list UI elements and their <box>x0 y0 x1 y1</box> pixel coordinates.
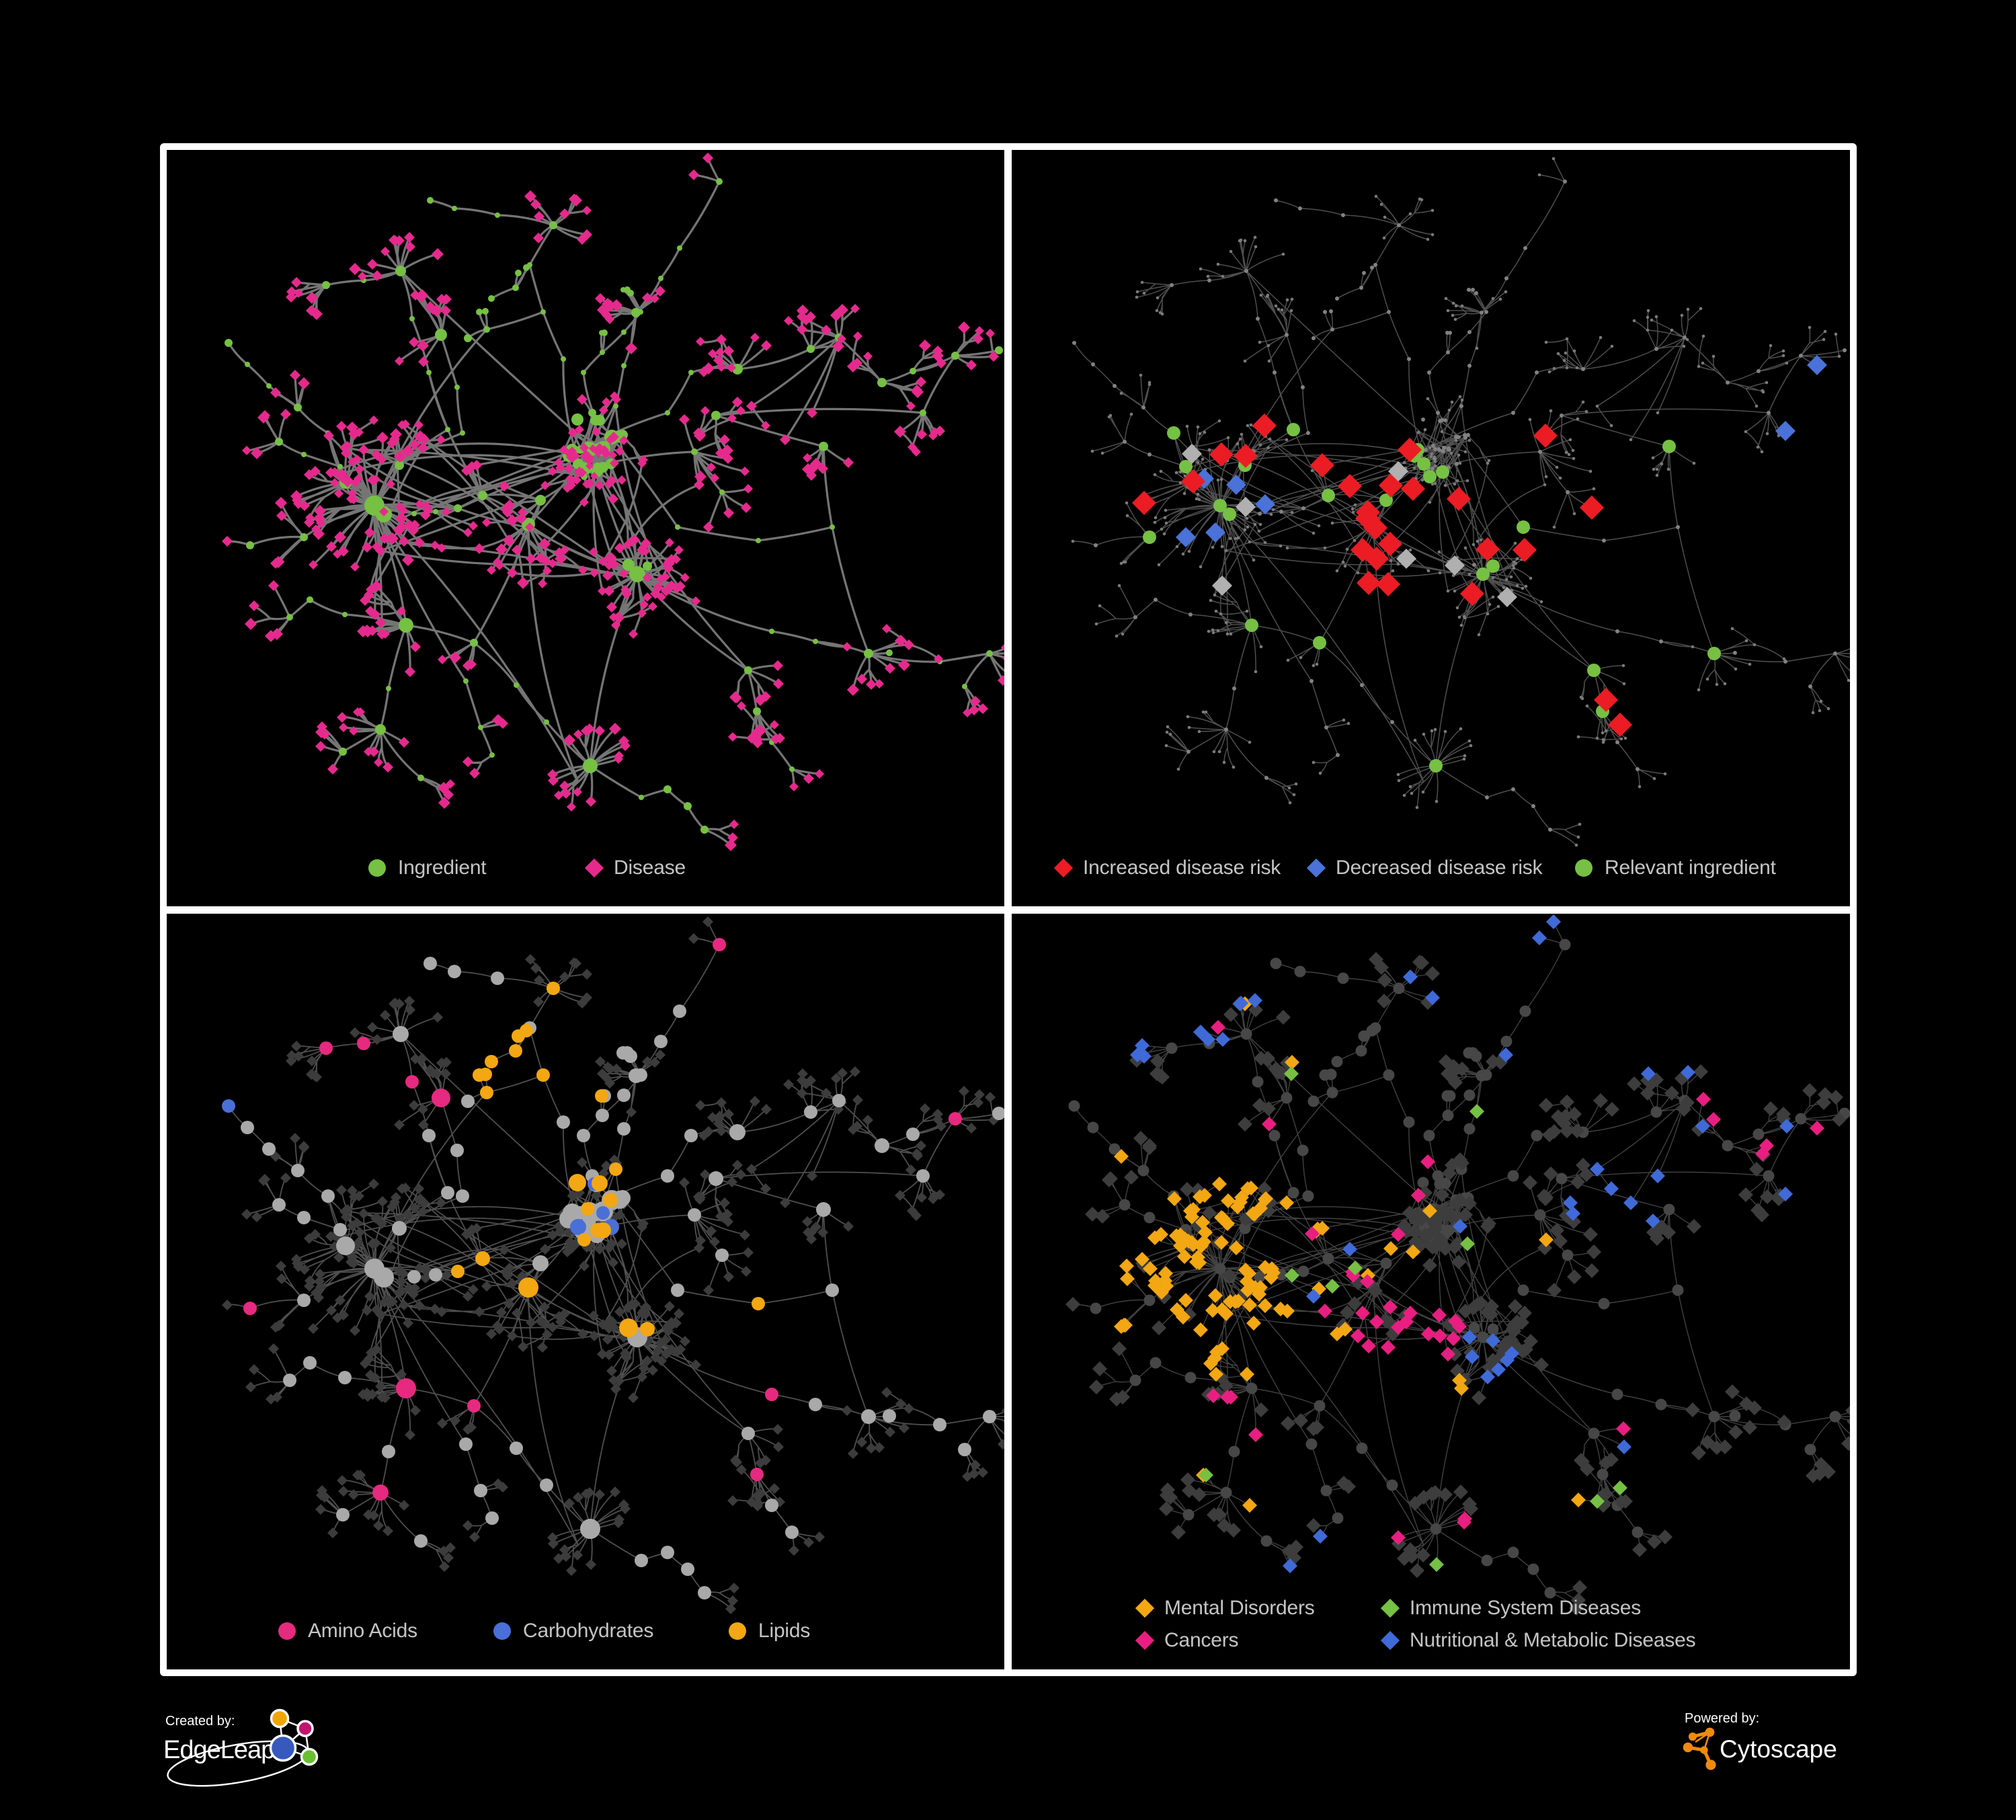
svg-text:Cytoscape: Cytoscape <box>1720 1735 1837 1763</box>
svg-text:Powered by:: Powered by: <box>1685 1711 1759 1726</box>
svg-text:EdgeLeap: EdgeLeap <box>163 1736 274 1764</box>
svg-text:Created by:: Created by: <box>165 1714 235 1729</box>
